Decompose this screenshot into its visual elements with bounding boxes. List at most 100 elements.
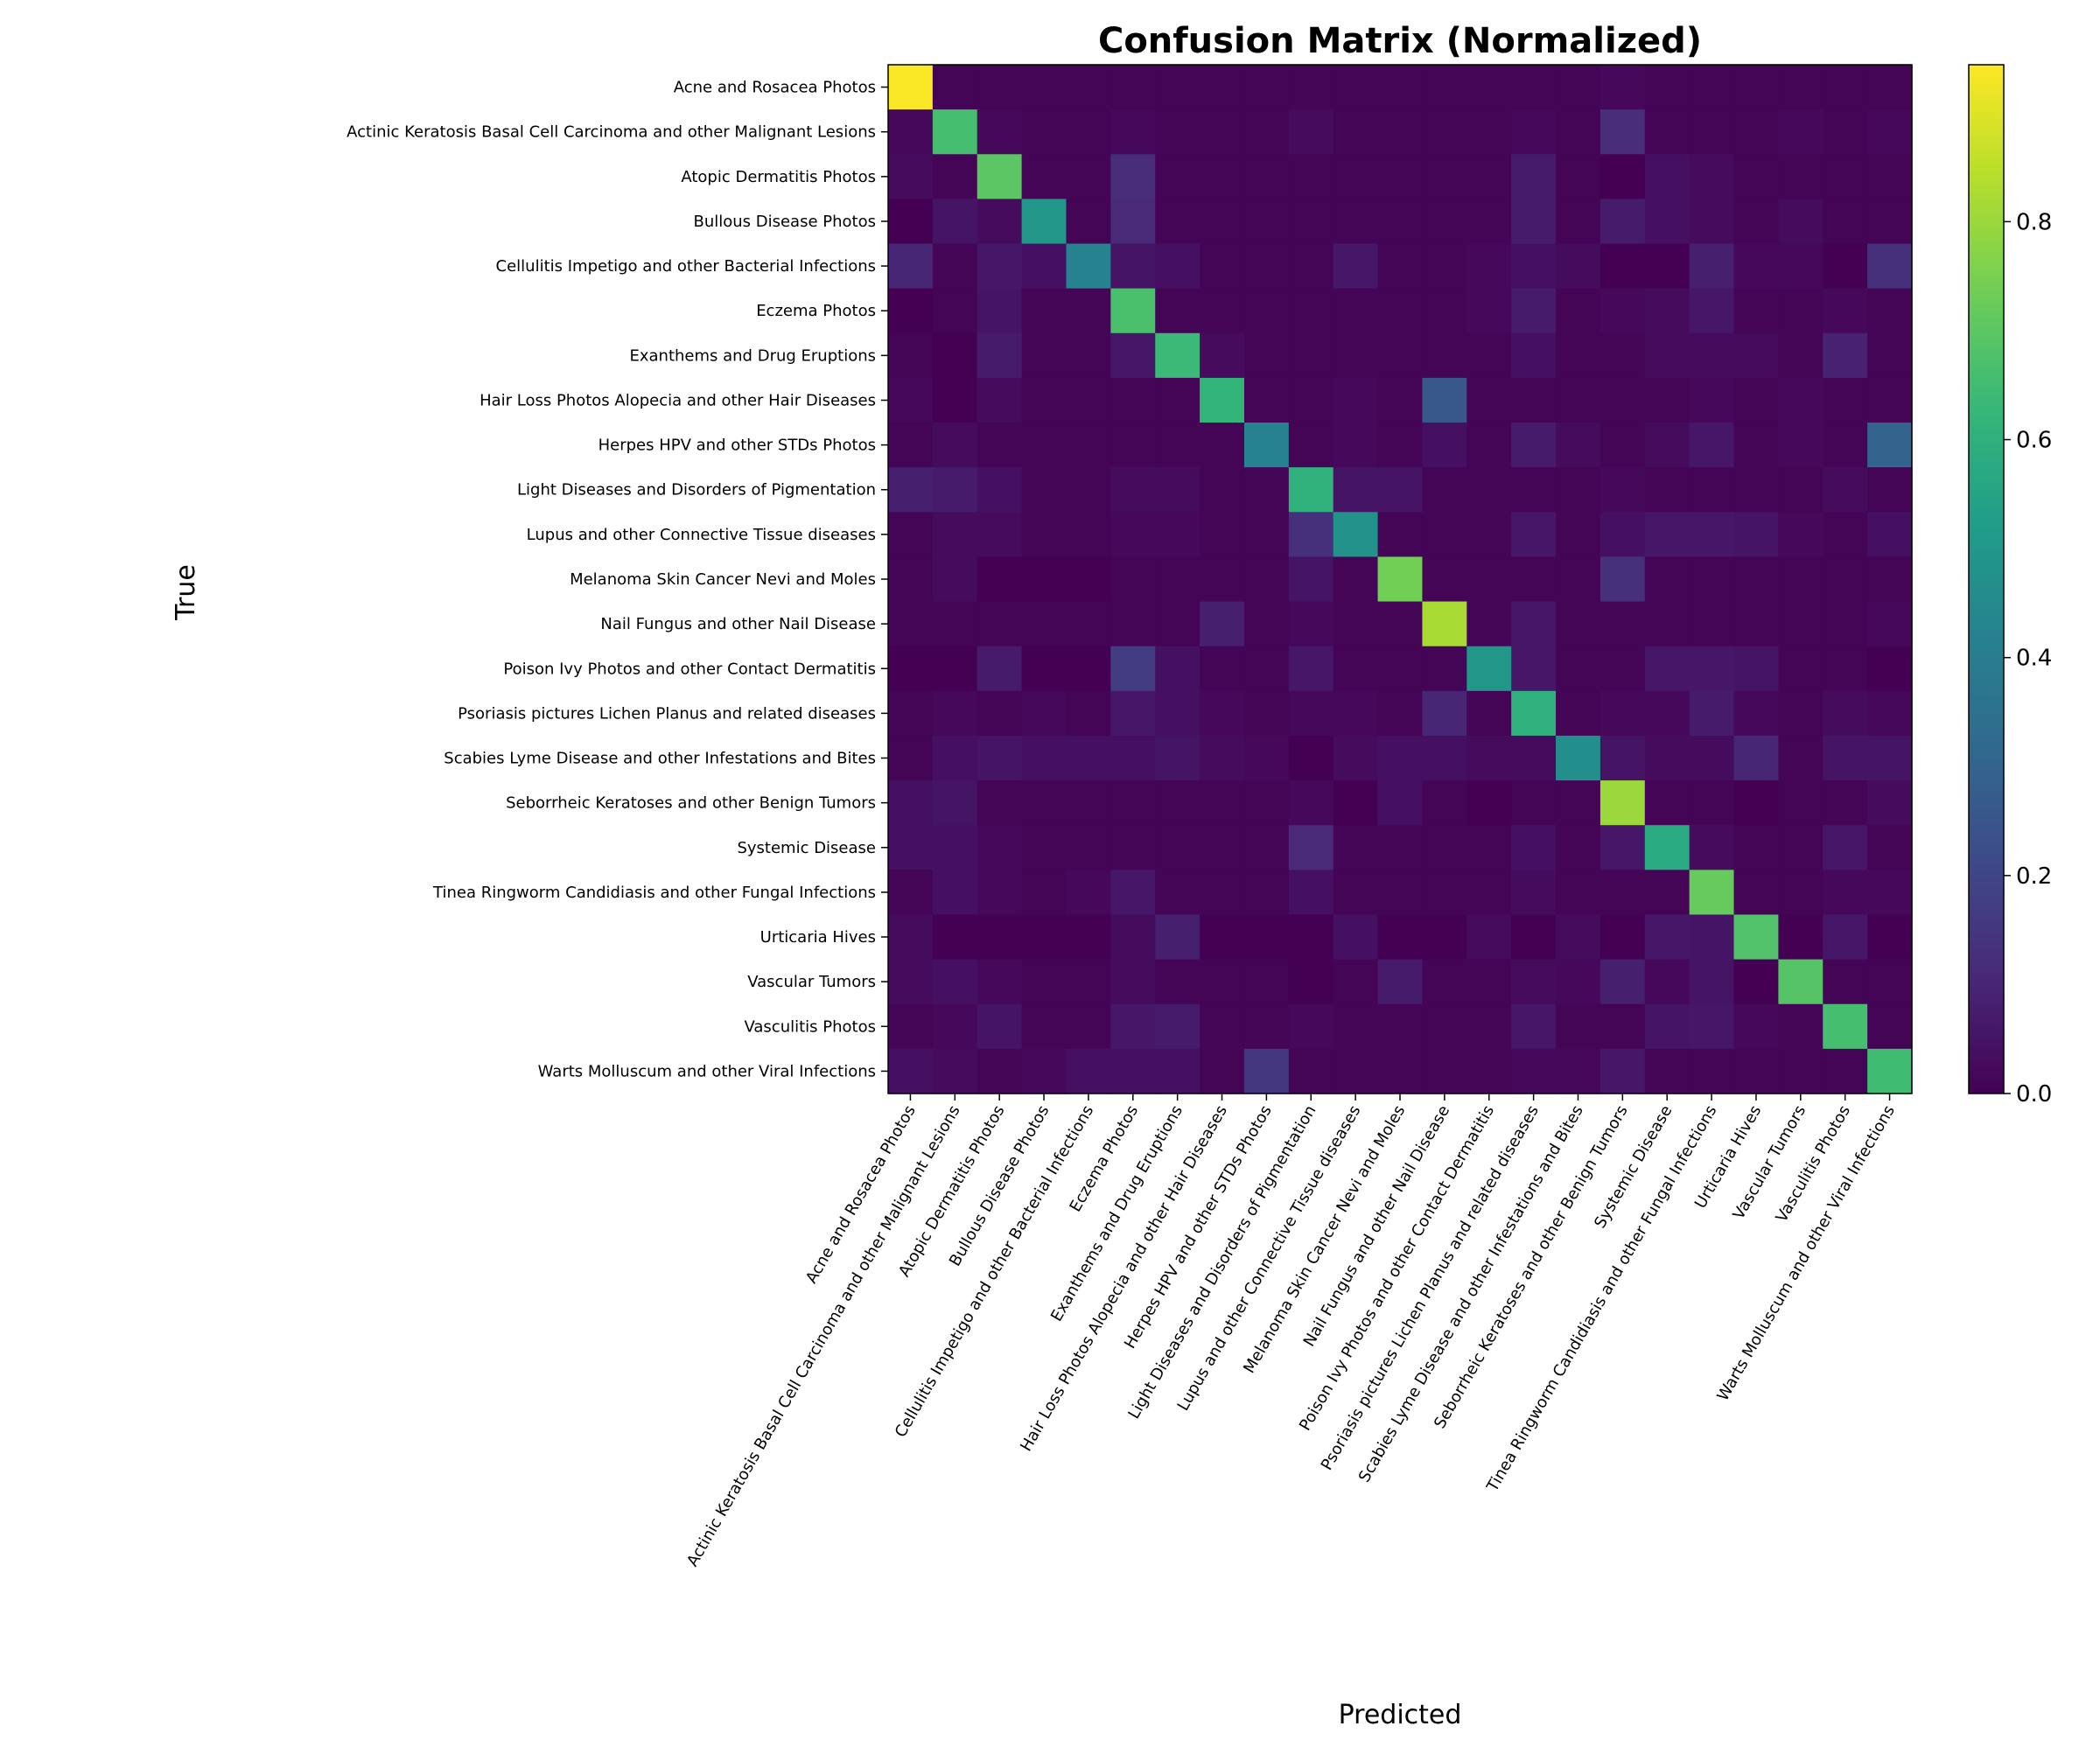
heatmap-cell — [1867, 914, 1913, 961]
heatmap-cell — [1511, 199, 1557, 245]
heatmap-cell — [1556, 914, 1601, 961]
heatmap-cell — [1556, 512, 1601, 558]
heatmap-cell — [1689, 601, 1735, 647]
heatmap-cell — [1377, 154, 1424, 199]
heatmap-cell — [1644, 377, 1690, 423]
heatmap-cell — [1600, 825, 1646, 870]
heatmap-cell — [1200, 243, 1245, 290]
colorbar-tick-label: 0.2 — [2016, 863, 2052, 890]
heatmap-cell — [1778, 243, 1824, 290]
heatmap-cell — [1778, 512, 1824, 558]
heatmap-cell — [1200, 914, 1245, 961]
heatmap-cell — [1644, 154, 1690, 199]
heatmap-cell — [1200, 780, 1245, 826]
heatmap-cell — [1511, 65, 1557, 110]
heatmap-cell — [1867, 780, 1913, 826]
heatmap-cell — [1288, 556, 1334, 603]
heatmap-cell — [1867, 423, 1913, 468]
heatmap-cell — [1288, 243, 1334, 290]
heatmap-cell — [932, 154, 978, 199]
heatmap-cell — [1200, 109, 1245, 155]
heatmap-cell — [1200, 154, 1245, 199]
heatmap-cell — [1689, 735, 1735, 781]
heatmap-cell — [1243, 601, 1290, 647]
heatmap-cell — [1288, 65, 1334, 110]
heatmap-cell — [1422, 914, 1467, 961]
heatmap-cell — [932, 959, 978, 1005]
heatmap-cell — [1377, 65, 1424, 110]
heatmap-cell — [1021, 690, 1068, 737]
y-tick-label: Melanoma Skin Cancer Nevi and Moles — [570, 570, 876, 589]
heatmap-cell — [1155, 1048, 1200, 1094]
heatmap-cell — [1511, 1003, 1557, 1050]
heatmap-cell — [1066, 556, 1111, 603]
heatmap-cell — [976, 65, 1023, 110]
heatmap-cell — [1644, 109, 1690, 155]
heatmap-cell — [1778, 377, 1824, 423]
heatmap-cell — [1823, 735, 1868, 781]
heatmap-cell — [1733, 332, 1779, 379]
heatmap-cell — [1600, 423, 1646, 468]
heatmap-cell — [1867, 243, 1913, 290]
heatmap-cell — [1066, 467, 1111, 513]
heatmap-cell — [1600, 735, 1646, 781]
heatmap-cell — [1511, 1048, 1557, 1094]
heatmap-cell — [1466, 1048, 1512, 1094]
heatmap-cell — [1644, 870, 1690, 916]
heatmap-cell — [888, 109, 934, 155]
heatmap-cell — [1600, 601, 1646, 647]
y-tick-label: Poison Ivy Photos and other Contact Derm… — [503, 660, 876, 678]
heatmap-cell — [1155, 512, 1200, 558]
heatmap-cell — [1733, 914, 1779, 961]
heatmap-cell — [976, 556, 1023, 603]
heatmap-cell — [1644, 780, 1690, 826]
heatmap-cell — [932, 914, 978, 961]
heatmap-cell — [1556, 556, 1601, 603]
heatmap-cell — [1021, 377, 1068, 423]
y-tick-label: Urticaria Hives — [760, 928, 876, 947]
heatmap-cell — [1110, 154, 1156, 199]
colorbar-tick-label: 0.8 — [2016, 209, 2052, 235]
heatmap-cell — [1823, 65, 1868, 110]
heatmap-cell — [976, 690, 1023, 737]
heatmap-cell — [1110, 332, 1156, 379]
heatmap-cell — [1778, 199, 1824, 245]
heatmap-cell — [1333, 780, 1379, 826]
heatmap-cell — [976, 1048, 1023, 1094]
heatmap-cell — [1333, 199, 1379, 245]
heatmap-cell — [1333, 512, 1379, 558]
heatmap-cell — [1733, 109, 1779, 155]
heatmap-cell — [1288, 1048, 1334, 1094]
heatmap-cell — [1155, 423, 1200, 468]
heatmap-cell — [1288, 154, 1334, 199]
heatmap-cell — [1778, 1003, 1824, 1050]
heatmap-cells — [888, 65, 1913, 1094]
heatmap-cell — [1823, 690, 1868, 737]
colorbar — [1968, 64, 2005, 1094]
heatmap-cell — [1823, 423, 1868, 468]
heatmap-cell — [1733, 423, 1779, 468]
x-tick-label: Actinic Keratosis Basal Cell Carcinoma a… — [683, 1102, 964, 1569]
heatmap-cell — [1333, 690, 1379, 737]
heatmap-cell — [1066, 914, 1111, 961]
heatmap-cell — [1066, 959, 1111, 1005]
heatmap-cell — [1422, 556, 1467, 603]
heatmap-cell — [1867, 332, 1913, 379]
y-tick-label: Scabies Lyme Disease and other Infestati… — [444, 750, 876, 768]
heatmap-cell — [1644, 199, 1690, 245]
heatmap-cell — [976, 423, 1023, 468]
heatmap-cell — [888, 243, 934, 290]
heatmap-cell — [1333, 288, 1379, 334]
heatmap-cell — [1377, 646, 1424, 692]
heatmap-cell — [1333, 243, 1379, 290]
heatmap-cell — [1511, 646, 1557, 692]
heatmap-cell — [1733, 1003, 1779, 1050]
heatmap-cell — [1600, 288, 1646, 334]
heatmap-cell — [1288, 512, 1334, 558]
heatmap-cell — [1377, 1003, 1424, 1050]
heatmap-cell — [1243, 690, 1290, 737]
colorbar-ticks: 0.0 0.2 0.4 0.6 0.8 — [2004, 209, 2052, 1108]
y-tick-labels: Acne and Rosacea Photos Actinic Keratosis… — [346, 79, 888, 1080]
heatmap-cell — [976, 735, 1023, 781]
